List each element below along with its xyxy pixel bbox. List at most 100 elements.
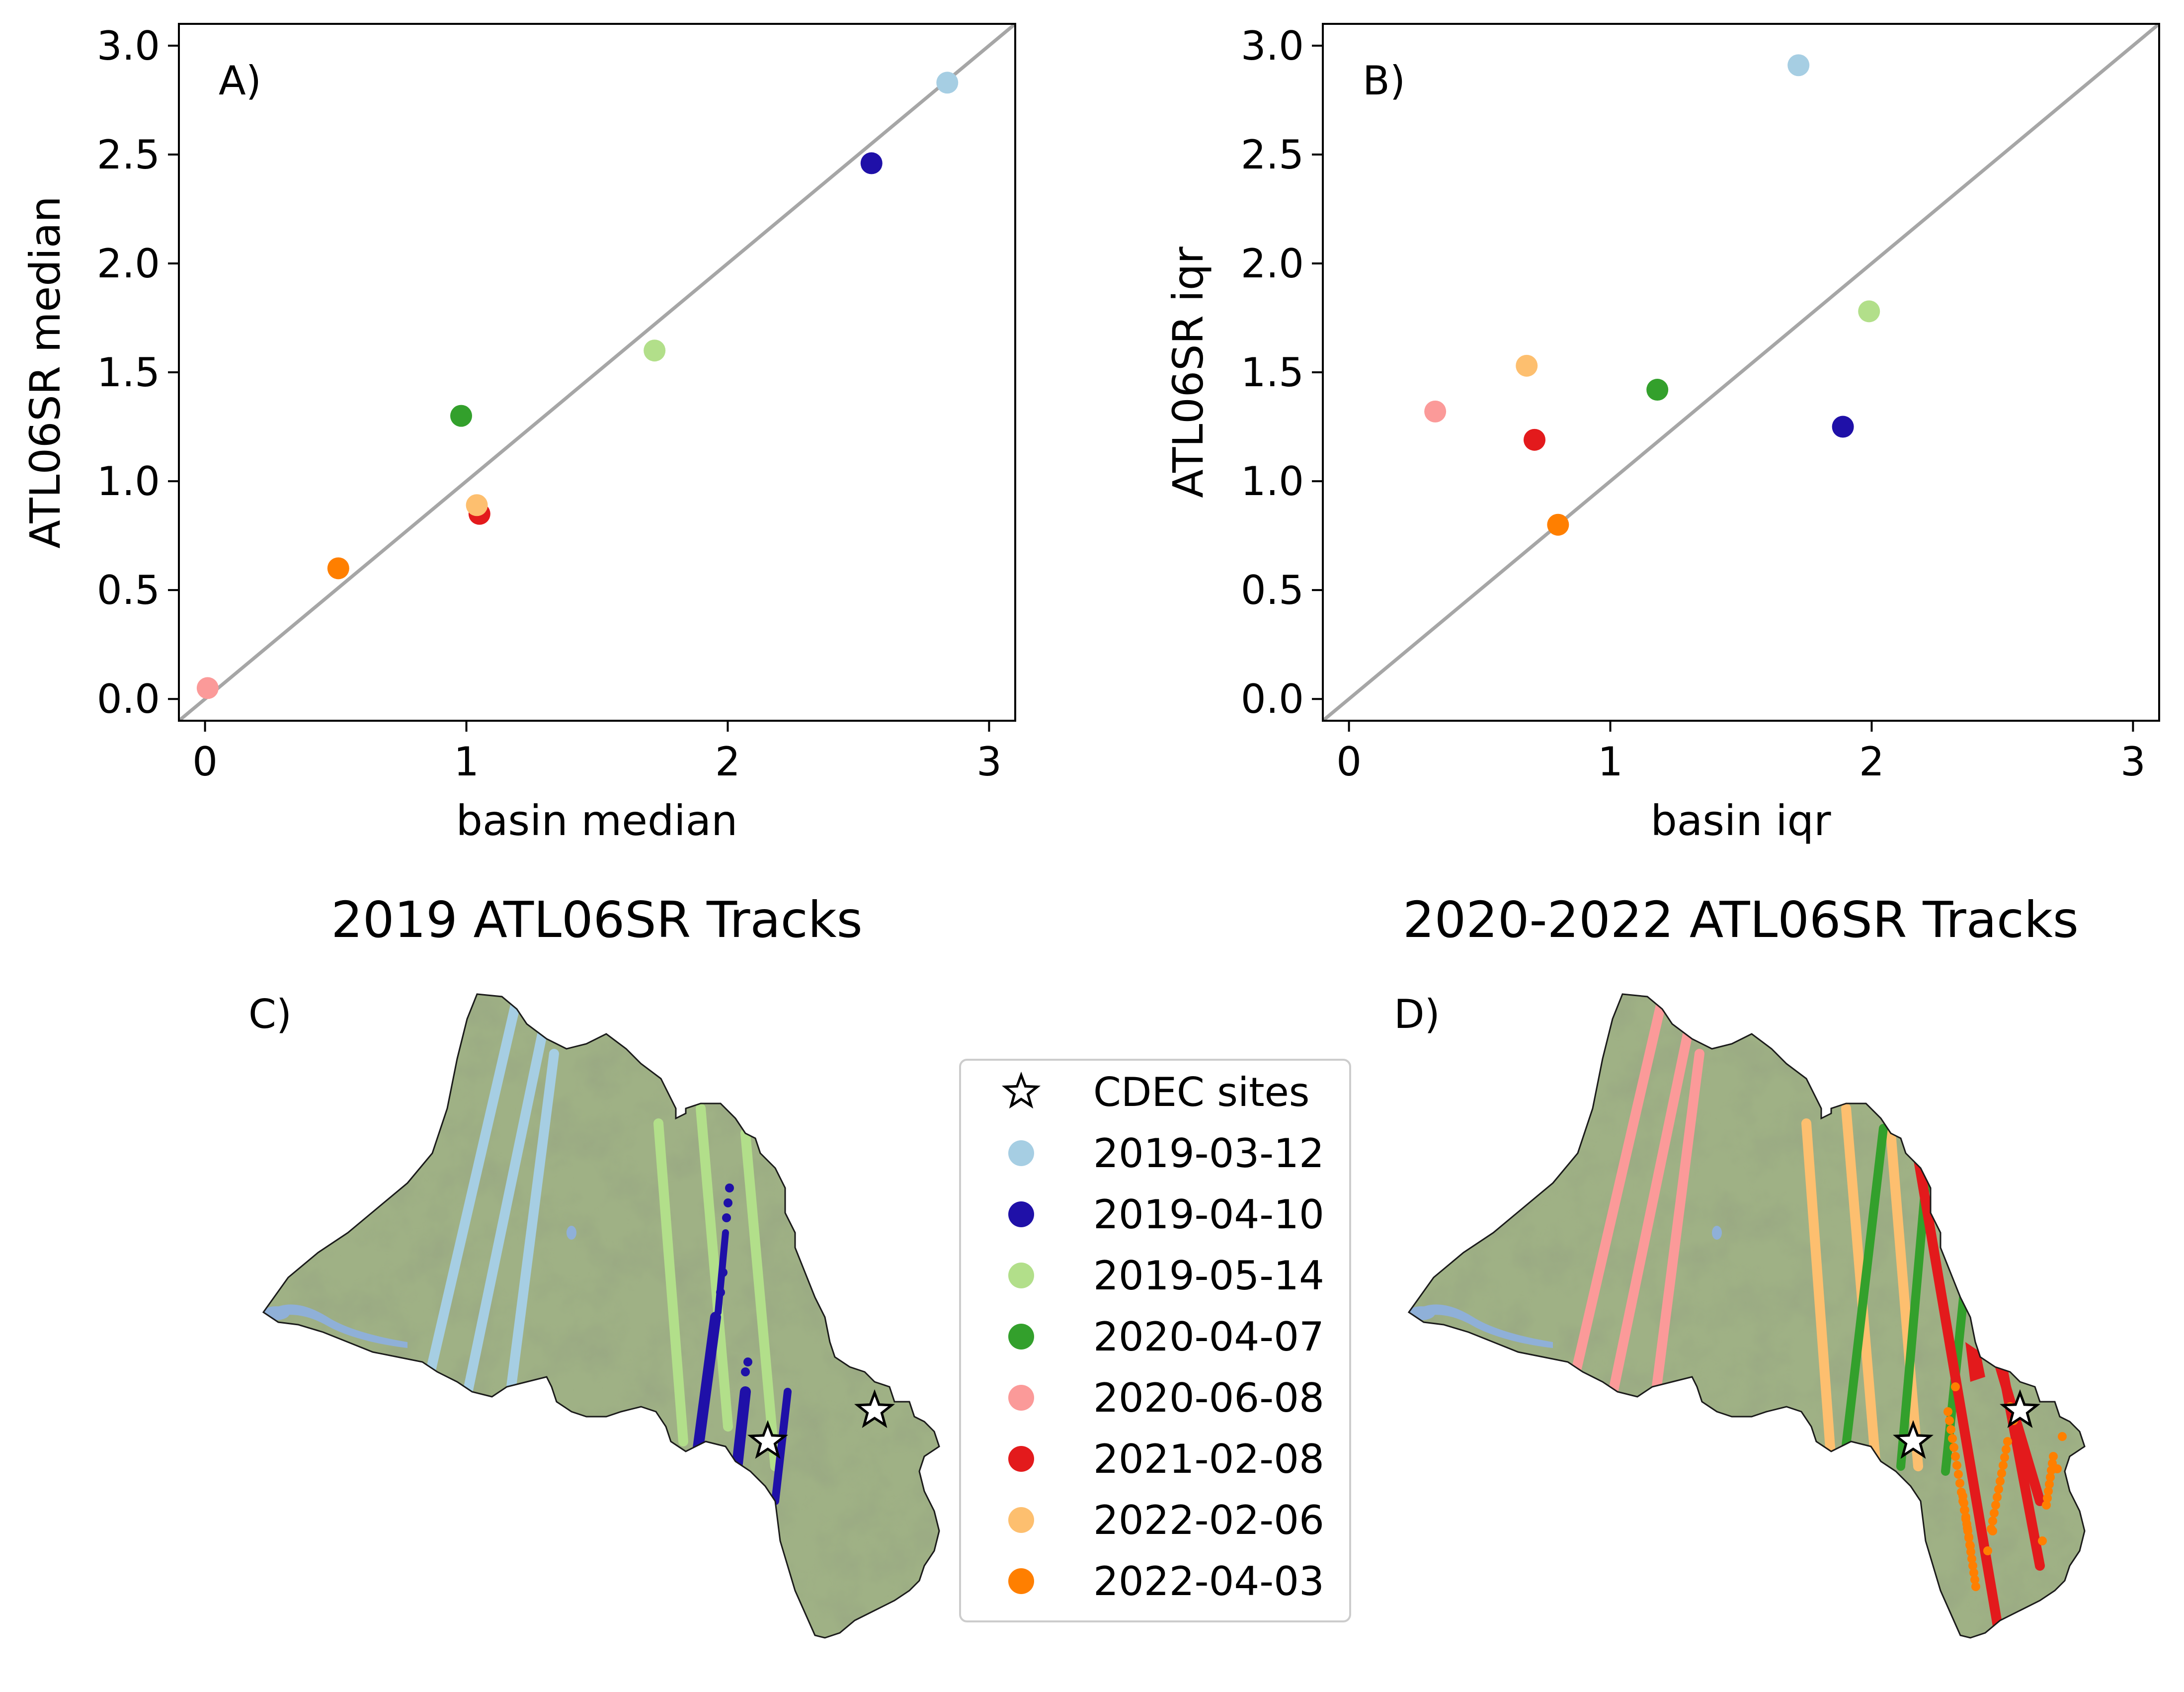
- track-2022-02-06: [1801, 1118, 1836, 1466]
- track-point-2022-04-03: [1960, 1506, 1969, 1515]
- data-point-a-2020-04-07: [450, 405, 473, 427]
- track-point-2022-04-03: [1969, 1568, 1978, 1577]
- identity-line-a: [179, 24, 1015, 721]
- track-point-2019-04-10: [741, 1367, 750, 1376]
- legend-label-cdec-sites: CDEC sites: [1093, 1069, 1309, 1115]
- track-point-2022-04-03: [1983, 1546, 1992, 1555]
- track-point-2022-04-03: [1965, 1540, 1974, 1549]
- track-point-2022-04-03: [1990, 1509, 1999, 1518]
- map-title-c: 2019 ATL06SR Tracks: [331, 891, 862, 949]
- track-point-2022-04-03: [2046, 1473, 2055, 1482]
- x-tick-label-b: 0: [1336, 739, 1362, 785]
- track-point-2022-04-03: [1955, 1479, 1964, 1488]
- track-point-2022-04-03: [1963, 1526, 1972, 1535]
- track-point-2022-04-03: [1971, 1582, 1980, 1591]
- track-point-2022-04-03: [1988, 1517, 1997, 1525]
- track-point-2022-04-03: [2043, 1494, 2052, 1503]
- track-point-2022-04-03: [1949, 1443, 1958, 1452]
- x-tick-label-a: 2: [715, 739, 740, 785]
- x-tick-label-b: 1: [1598, 739, 1623, 785]
- x-tick-label-b: 2: [1859, 739, 1884, 785]
- cdec-site-star: [747, 1420, 788, 1459]
- track-point-2022-04-03: [1958, 1492, 1967, 1501]
- track-point-2022-04-03: [1951, 1452, 1960, 1461]
- data-point-a-2019-03-12: [936, 72, 959, 94]
- y-tick-label-a: 2.0: [97, 241, 160, 287]
- track-point-2019-04-10: [706, 1353, 715, 1361]
- data-point-b-2022-02-06: [1516, 354, 1538, 377]
- track-2019-03-12: [460, 994, 557, 1412]
- track-2020-06-08: [1605, 994, 1702, 1412]
- y-tick-label-a: 0.5: [97, 567, 160, 613]
- track-2019-05-14: [740, 1128, 780, 1471]
- panel-label-a: A): [219, 58, 261, 104]
- track-2020-06-08: [1563, 994, 1667, 1412]
- river-c: [271, 1304, 407, 1348]
- track-2019-03-12: [417, 994, 522, 1412]
- data-point-b-2022-04-03: [1547, 513, 1569, 536]
- panel-label-b: B): [1363, 58, 1405, 104]
- track-point-2022-04-03: [1951, 1382, 1960, 1391]
- track-point-2022-04-03: [1991, 1501, 2000, 1510]
- legend-marker-2020-06-08: [1008, 1385, 1034, 1411]
- data-point-b-2021-02-08: [1524, 428, 1546, 451]
- track-point-2022-04-03: [1970, 1575, 1979, 1584]
- legend-label-2019-04-10: 2019-04-10: [1093, 1191, 1324, 1238]
- track-point-2022-04-03: [1999, 1461, 2008, 1470]
- track-point-2022-04-03: [1964, 1533, 1973, 1542]
- legend-marker-2022-04-03: [1008, 1568, 1034, 1594]
- track-2019-04-10: [771, 1388, 792, 1505]
- terrain-relief-c: [263, 994, 939, 1638]
- track-point-2019-04-10: [704, 1372, 713, 1381]
- y-tick-label-b: 0.0: [1241, 676, 1304, 722]
- legend-marker-2020-04-07: [1008, 1324, 1034, 1350]
- track-point-2022-04-03: [2049, 1452, 2058, 1461]
- x-tick-label-a: 1: [454, 739, 479, 785]
- y-tick-label-b: 2.5: [1241, 132, 1304, 178]
- track-point-2022-04-03: [2053, 1464, 2062, 1473]
- map-d: 2020-2022 ATL06SR Tracks D): [1394, 891, 2086, 1639]
- track-point-2022-04-03: [2045, 1480, 2054, 1489]
- y-axis-label-b: ATL06SR iqr: [1164, 247, 1213, 498]
- track-2022-02-06: [1886, 1128, 1923, 1471]
- x-tick-label-a: 0: [192, 739, 218, 785]
- map-c: 2019 ATL06SR Tracks C): [248, 891, 940, 1639]
- legend-frame: [959, 1059, 1351, 1622]
- y-tick-label-a: 1.5: [97, 349, 160, 396]
- map-title-d: 2020-2022 ATL06SR Tracks: [1403, 891, 2079, 949]
- data-point-a-2022-02-06: [466, 494, 488, 516]
- panel-a: 0 1 2 3 0.0 0.5 1.0 1.5 2.0 2.5 3.0 A) basin media…: [21, 23, 1016, 845]
- track-point-2022-04-03: [1996, 1477, 2005, 1486]
- track-2019-05-14: [696, 1103, 733, 1432]
- y-tick-label-b: 1.0: [1241, 458, 1304, 505]
- y-tick-label-b: 0.5: [1241, 567, 1304, 613]
- x-tick-label-b: 3: [2120, 739, 2146, 785]
- track-point-2022-04-03: [1967, 1554, 1976, 1563]
- y-axis-label-a: ATL06SR median: [21, 196, 70, 548]
- cdec-site-star: [854, 1389, 895, 1428]
- panel-label-d: D): [1394, 991, 1440, 1037]
- track-point-2022-04-03: [1948, 1434, 1957, 1443]
- legend-label-2020-06-08: 2020-06-08: [1093, 1375, 1324, 1421]
- track-point-2022-04-03: [2002, 1445, 2011, 1454]
- terrain-relief-d: [1409, 994, 2085, 1638]
- y-tick-label-a: 1.0: [97, 458, 160, 505]
- panel-label-c: C): [248, 991, 292, 1037]
- data-point-a-2019-05-14: [644, 339, 666, 362]
- track-point-2022-04-03: [1961, 1513, 1970, 1522]
- data-point-b-2020-06-08: [1424, 400, 1447, 423]
- legend-marker-2022-02-06: [1008, 1507, 1034, 1533]
- identity-line-b: [1323, 24, 2159, 721]
- track-point-2022-04-03: [2058, 1432, 2067, 1441]
- track-2021-02-08: [1995, 1362, 2045, 1506]
- legend-label-2019-03-12: 2019-03-12: [1093, 1130, 1324, 1177]
- track-point-2022-04-03: [1993, 1493, 2002, 1502]
- track-point-2019-04-10: [719, 1268, 728, 1277]
- track-point-2022-04-03: [2044, 1487, 2053, 1496]
- cdec-site-star: [2000, 1389, 2040, 1428]
- track-point-2022-04-03: [1954, 1470, 1963, 1479]
- track-2021-02-08: [1911, 1138, 2005, 1638]
- data-point-b-2019-04-10: [1832, 416, 1854, 438]
- track-point-2022-04-03: [2038, 1536, 2047, 1545]
- track-point-2022-04-03: [2042, 1501, 2051, 1510]
